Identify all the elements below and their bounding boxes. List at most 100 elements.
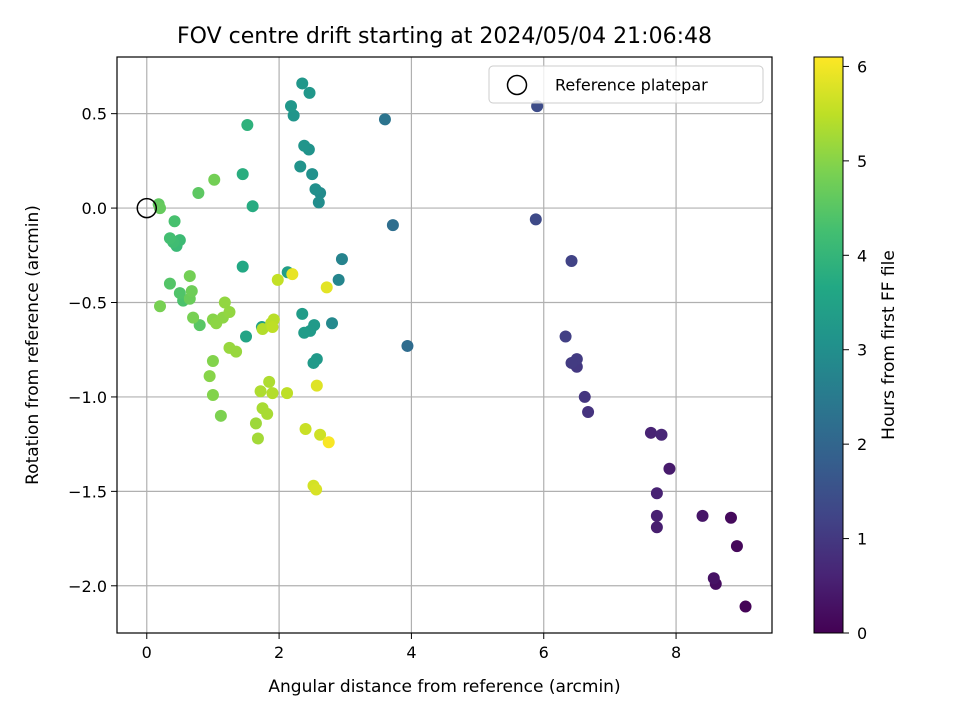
y-tick-label: 0.0 <box>82 199 107 218</box>
x-axis-label: Angular distance from reference (arcmin) <box>268 677 620 697</box>
data-point <box>724 511 737 524</box>
colorbar-label: Hours from first FF file <box>879 250 899 440</box>
data-point <box>296 307 309 320</box>
data-point <box>326 317 339 330</box>
data-point <box>266 321 279 334</box>
data-point <box>378 113 391 126</box>
data-point <box>401 339 414 352</box>
data-point <box>322 436 335 449</box>
colorbar-tick-label: 4 <box>857 246 867 265</box>
colorbar-tick-label: 0 <box>857 624 867 643</box>
y-tick-label: −0.5 <box>68 294 107 313</box>
data-point <box>582 406 595 419</box>
data-point <box>261 407 274 420</box>
data-point <box>655 428 668 441</box>
data-point <box>286 268 299 281</box>
data-point <box>236 168 249 181</box>
data-point <box>240 330 253 343</box>
y-tick-label: −1.5 <box>68 482 107 501</box>
data-point <box>312 196 325 209</box>
data-point <box>218 296 231 309</box>
data-point <box>254 385 267 398</box>
data-point <box>183 270 196 283</box>
data-point <box>206 355 219 368</box>
data-point <box>306 168 319 181</box>
data-point <box>386 219 399 232</box>
data-point <box>298 139 311 152</box>
data-point <box>251 432 264 445</box>
data-point <box>696 509 709 522</box>
data-point <box>271 273 284 286</box>
data-point <box>256 322 269 335</box>
x-tick-label: 8 <box>671 643 681 662</box>
data-point <box>168 215 181 228</box>
grid-lines <box>117 57 772 633</box>
x-tick-label: 6 <box>539 643 549 662</box>
data-point <box>650 509 663 522</box>
data-point <box>299 423 312 436</box>
x-tick-label: 2 <box>274 643 284 662</box>
data-point <box>707 572 720 585</box>
y-tick-label: −1.0 <box>68 388 107 407</box>
data-points <box>152 77 752 613</box>
data-point <box>185 285 198 298</box>
data-point <box>208 173 221 186</box>
data-point <box>565 356 578 369</box>
data-point <box>529 213 542 226</box>
data-point <box>332 273 345 286</box>
data-point <box>578 390 591 403</box>
data-point <box>173 287 186 300</box>
data-point <box>163 232 176 245</box>
colorbar-tick-label: 5 <box>857 152 867 171</box>
data-point <box>263 375 276 388</box>
reference-marker <box>136 197 158 219</box>
y-axis-label: Rotation from reference (arcmin) <box>23 205 43 485</box>
legend-label: Reference platepar <box>555 76 708 95</box>
data-point <box>249 417 262 430</box>
data-point <box>236 260 249 273</box>
data-point <box>309 183 322 196</box>
data-point <box>303 86 316 99</box>
data-point <box>285 100 298 113</box>
data-point <box>310 379 323 392</box>
legend: Reference platepar <box>488 65 764 104</box>
data-point <box>163 277 176 290</box>
x-tick-label: 0 <box>142 643 152 662</box>
data-point <box>230 345 243 358</box>
data-point <box>565 254 578 267</box>
legend-box <box>488 65 764 104</box>
colorbar-tick-label: 1 <box>857 530 867 549</box>
data-point <box>192 186 205 199</box>
y-tick-label: −2.0 <box>68 577 107 596</box>
axis-ticks: 0 2 4 6 8 0.5 0.0 −0.5 −1.0 −1.5 −2.0 <box>68 105 681 662</box>
plot-frame <box>116 56 773 634</box>
data-point <box>307 356 320 369</box>
data-point <box>650 487 663 500</box>
data-point <box>650 521 663 534</box>
data-point <box>266 387 279 400</box>
data-point <box>335 253 348 266</box>
colorbar-tick-label: 6 <box>857 57 867 76</box>
data-point <box>203 370 216 383</box>
data-point <box>187 311 200 324</box>
legend-marker-icon <box>506 74 528 96</box>
data-point <box>154 202 167 215</box>
data-point <box>644 426 657 439</box>
y-tick-label: 0.5 <box>82 105 107 124</box>
data-point <box>298 326 311 339</box>
data-point <box>154 300 167 313</box>
data-point <box>320 281 333 294</box>
data-point <box>214 409 227 422</box>
colorbar <box>813 56 844 634</box>
colorbar-tick-label: 3 <box>857 341 867 360</box>
data-point <box>730 540 743 553</box>
colorbar-ticks: 0 1 2 3 4 5 6 <box>843 57 867 643</box>
data-point <box>739 600 752 613</box>
data-point <box>310 483 323 496</box>
data-point <box>223 305 236 318</box>
chart-title: FOV centre drift starting at 2024/05/04 … <box>177 24 712 49</box>
data-point <box>246 200 259 213</box>
data-point <box>559 330 572 343</box>
colorbar-tick-label: 2 <box>857 435 867 454</box>
